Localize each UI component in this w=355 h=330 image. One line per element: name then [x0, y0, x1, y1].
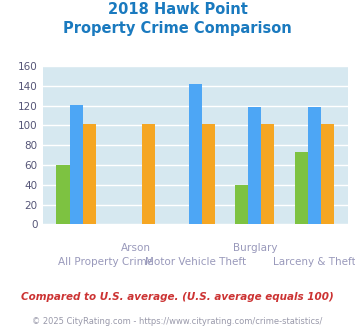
Text: Arson: Arson	[121, 243, 151, 252]
Bar	[248, 107, 261, 224]
Bar	[308, 107, 321, 224]
Text: Motor Vehicle Theft: Motor Vehicle Theft	[145, 257, 246, 267]
Bar	[321, 124, 334, 224]
Bar	[142, 124, 155, 224]
Bar	[189, 84, 202, 224]
Bar	[83, 124, 96, 224]
Text: All Property Crime: All Property Crime	[58, 257, 153, 267]
Text: Burglary: Burglary	[233, 243, 277, 252]
Bar	[56, 165, 70, 224]
Text: Larceny & Theft: Larceny & Theft	[273, 257, 355, 267]
Bar	[202, 124, 215, 224]
Text: Compared to U.S. average. (U.S. average equals 100): Compared to U.S. average. (U.S. average …	[21, 292, 334, 302]
Bar	[70, 105, 83, 224]
Bar	[295, 152, 308, 224]
Text: Property Crime Comparison: Property Crime Comparison	[63, 21, 292, 36]
Bar	[261, 124, 274, 224]
Legend: Hawk Point, Missouri, National: Hawk Point, Missouri, National	[42, 328, 349, 330]
Bar	[235, 185, 248, 224]
Text: © 2025 CityRating.com - https://www.cityrating.com/crime-statistics/: © 2025 CityRating.com - https://www.city…	[32, 317, 323, 326]
Text: 2018 Hawk Point: 2018 Hawk Point	[108, 2, 247, 16]
